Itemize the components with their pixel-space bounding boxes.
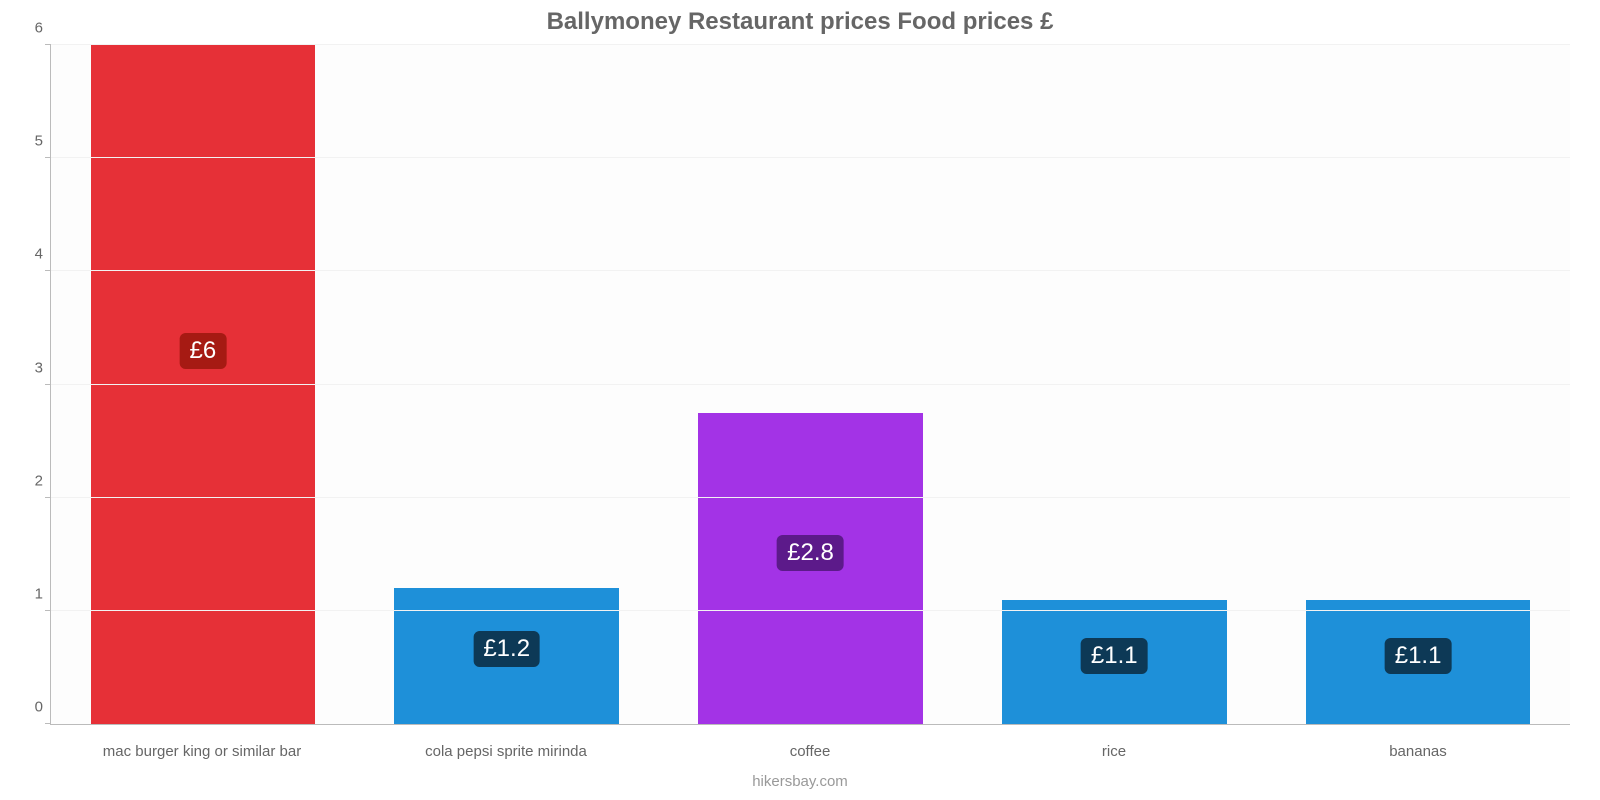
bar-slot: £1.2 (355, 45, 659, 724)
gridline (51, 610, 1570, 611)
y-tick-mark (45, 270, 51, 271)
x-axis-label: mac burger king or similar bar (50, 735, 354, 760)
bar: £1.1 (1306, 600, 1531, 724)
y-tick-label: 3 (35, 359, 51, 376)
y-tick-label: 1 (35, 585, 51, 602)
bar-slot: £1.1 (1266, 45, 1570, 724)
price-chart: Ballymoney Restaurant prices Food prices… (0, 0, 1600, 800)
gridline (51, 157, 1570, 158)
x-axis-labels: mac burger king or similar barcola pepsi… (50, 735, 1570, 760)
bar-slot: £6 (51, 45, 355, 724)
bar-slot: £1.1 (962, 45, 1266, 724)
chart-footer: hikersbay.com (0, 773, 1600, 790)
y-tick-mark (45, 723, 51, 724)
y-tick-mark (45, 610, 51, 611)
gridline (51, 270, 1570, 271)
bar: £2.8 (698, 413, 923, 724)
y-tick-mark (45, 157, 51, 158)
y-tick-label: 2 (35, 472, 51, 489)
value-label: £1.1 (1081, 638, 1148, 674)
y-tick-mark (45, 497, 51, 498)
y-tick-mark (45, 384, 51, 385)
y-tick-label: 6 (35, 20, 51, 37)
value-label: £1.2 (473, 631, 540, 667)
x-axis-label: rice (962, 735, 1266, 760)
bar: £1.1 (1002, 600, 1227, 724)
bar-slot: £2.8 (659, 45, 963, 724)
bar: £1.2 (394, 588, 619, 724)
x-axis-label: coffee (658, 735, 962, 760)
y-tick-label: 0 (35, 699, 51, 716)
gridline (51, 44, 1570, 45)
value-label: £1.1 (1385, 638, 1452, 674)
bar: £6 (91, 45, 316, 724)
y-tick-label: 5 (35, 133, 51, 150)
gridline (51, 497, 1570, 498)
bars-row: £6 £1.2 £2.8 £1.1 £1.1 (51, 45, 1570, 724)
value-label: £6 (180, 333, 227, 369)
x-axis-label: bananas (1266, 735, 1570, 760)
x-axis-label: cola pepsi sprite mirinda (354, 735, 658, 760)
chart-title: Ballymoney Restaurant prices Food prices… (0, 8, 1600, 36)
gridline (51, 384, 1570, 385)
value-label: £2.8 (777, 535, 844, 571)
plot-area: £6£1.2£2.8£1.1£1.1 0123456 (50, 45, 1570, 725)
y-tick-mark (45, 44, 51, 45)
y-tick-label: 4 (35, 246, 51, 263)
